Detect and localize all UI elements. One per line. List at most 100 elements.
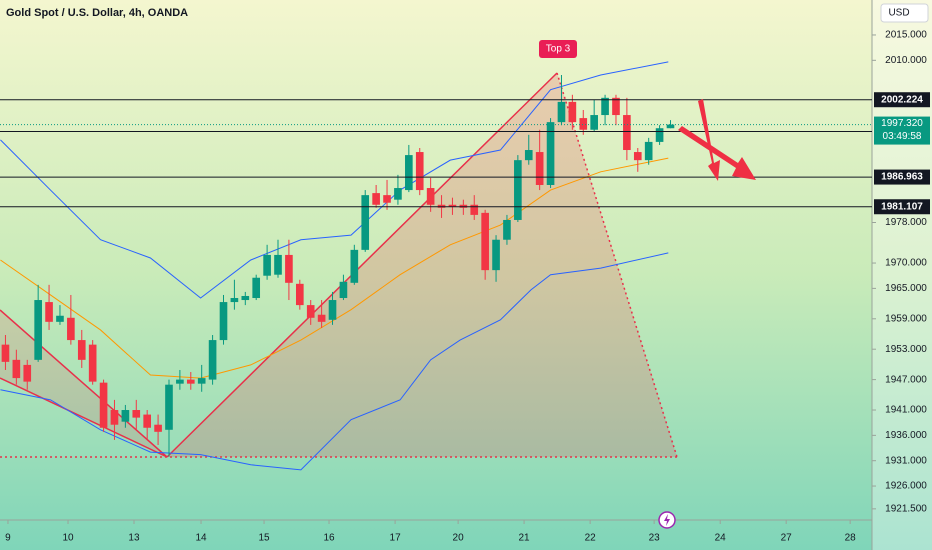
event-icon-bolt [664, 514, 670, 526]
arrow [678, 126, 756, 180]
y-tick-label: 2015.000 [885, 30, 927, 41]
x-tick-label: 16 [323, 533, 335, 544]
x-tick-label: 20 [453, 533, 465, 544]
candle-body [23, 364, 32, 382]
candle-body [612, 97, 620, 116]
y-tick-label: 1978.000 [885, 217, 927, 228]
x-tick-label: 24 [715, 533, 727, 544]
price-label: 1986.963 [881, 172, 923, 183]
candle-body [143, 414, 151, 428]
y-tick-label: 1970.000 [885, 258, 927, 269]
candle-body [241, 295, 250, 301]
candle-body [285, 254, 293, 283]
candle-body [230, 298, 239, 303]
candle-body [99, 382, 108, 428]
wedge-line [0, 309, 168, 458]
candle-body [295, 283, 304, 306]
triangle-edge [166, 72, 558, 458]
x-tick-label: 13 [128, 533, 140, 544]
candle-body [132, 410, 141, 418]
candle-body [165, 384, 173, 430]
currency-box[interactable] [880, 3, 929, 23]
candle-body [317, 314, 326, 322]
candle-body [601, 97, 609, 116]
price-label-box [874, 169, 930, 185]
triangle-edge [556, 72, 678, 458]
price-label: 2002.224 [881, 94, 923, 105]
x-tick-label: 21 [519, 533, 531, 544]
candle-body [34, 300, 42, 360]
candle-body [1, 344, 10, 362]
price-label-box [874, 199, 930, 215]
candle-body [568, 101, 577, 123]
candle-body [590, 115, 598, 130]
x-tick-label: 28 [845, 533, 857, 544]
candle-body [263, 254, 271, 276]
candle-body [579, 118, 588, 130]
candle-body [623, 115, 631, 151]
candle-body [219, 302, 228, 341]
price-label: 1981.107 [881, 201, 923, 212]
current-price-label: 1997.320 [881, 118, 923, 129]
candle-body [110, 410, 119, 425]
candle-body [12, 359, 21, 379]
price-label-box [874, 92, 930, 108]
x-tick-label: 17 [390, 533, 402, 544]
candle-body [45, 302, 53, 322]
y-tick-label: 1936.000 [885, 430, 927, 441]
annotation-box [539, 40, 577, 58]
x-tick-label: 22 [585, 533, 597, 544]
candle-body [524, 150, 533, 161]
candle-body [197, 378, 206, 384]
candle-body [655, 128, 664, 142]
x-tick-label: 15 [258, 533, 270, 544]
indicator-line [0, 252, 669, 471]
chart-title: Gold Spot / U.S. Dollar, 4h, OANDA [6, 7, 188, 19]
candle-body [88, 344, 97, 382]
indicator-line [0, 157, 669, 379]
candle-body [350, 249, 359, 283]
x-tick-label: 14 [195, 533, 207, 544]
annotation: Top 3 [546, 44, 571, 55]
y-tick-label: 1959.000 [885, 313, 927, 324]
y-tick-label: 1921.500 [885, 503, 927, 514]
y-tick-label: 1931.000 [885, 455, 927, 466]
y-tick-label: 1947.000 [885, 374, 927, 385]
candle-body [448, 204, 457, 207]
plot [0, 61, 872, 471]
candle-body [154, 424, 162, 432]
candle-body [666, 124, 675, 129]
arrow [698, 99, 720, 181]
candle-body [415, 152, 424, 191]
candle-body [67, 317, 75, 341]
candle-body [121, 410, 130, 422]
y-tick-label: 1953.000 [885, 344, 927, 355]
candle-body [56, 315, 64, 322]
candle-body [503, 219, 511, 240]
x-tick-label: 23 [649, 533, 661, 544]
candle-body [208, 340, 217, 380]
candle-body [633, 152, 642, 161]
y-tick-label: 1926.000 [885, 481, 927, 492]
y-tick-label: 2010.000 [885, 55, 927, 66]
candle-body [383, 195, 391, 203]
candle-body [557, 101, 566, 123]
candle-body [339, 281, 348, 299]
candle-body [372, 193, 380, 205]
x-tick-label: 27 [781, 533, 793, 544]
x-tick-label: 9 [5, 533, 11, 544]
candle-body [405, 155, 413, 191]
candle-body [492, 239, 500, 271]
candle-body [546, 122, 555, 185]
wedge-line [0, 377, 168, 458]
candle-body [176, 379, 184, 384]
candle-body [481, 212, 489, 271]
currency: USD [888, 8, 909, 19]
current-price-box [874, 116, 930, 145]
candle-body [186, 379, 195, 384]
candle-body [328, 300, 337, 320]
candle-body [252, 277, 261, 299]
countdown: 03:49:58 [883, 131, 922, 142]
